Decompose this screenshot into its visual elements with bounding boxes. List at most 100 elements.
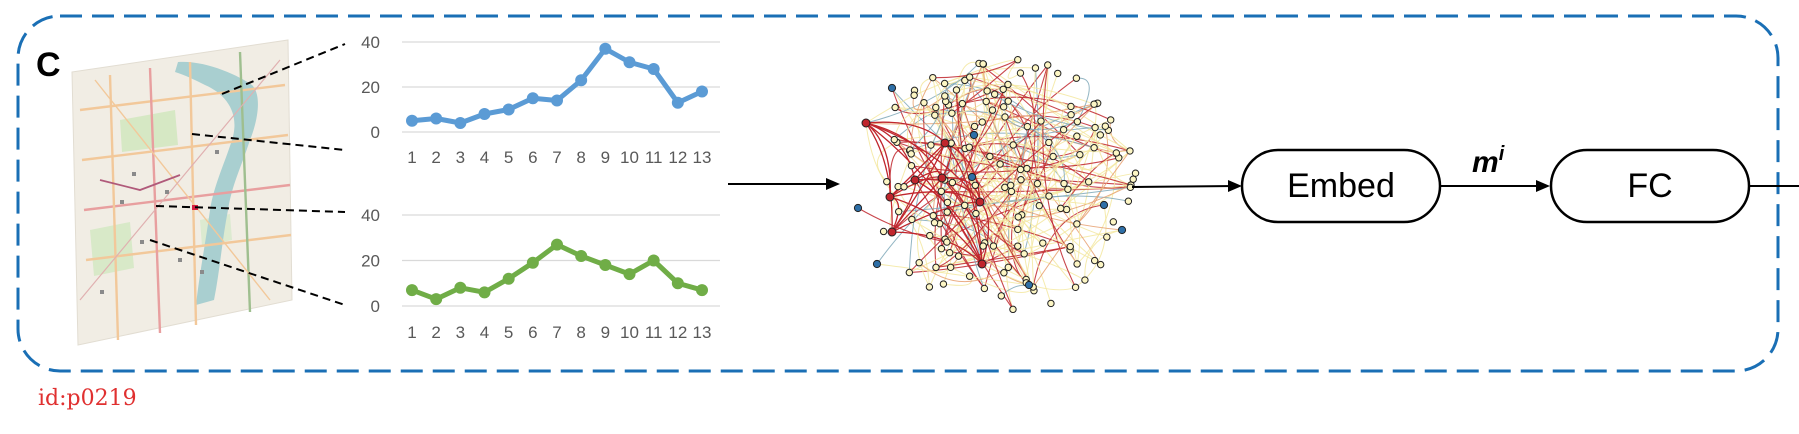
- network-node: [940, 79, 949, 88]
- x-tick-label: 8: [576, 148, 585, 167]
- x-tick-label: 9: [601, 323, 610, 342]
- data-point: [623, 56, 636, 69]
- x-tick-label: 6: [528, 323, 537, 342]
- x-tick-label: 2: [431, 323, 440, 342]
- network-node: [941, 92, 949, 100]
- network-edge: [865, 122, 981, 203]
- data-point: [551, 238, 563, 251]
- x-tick-label: 5: [504, 323, 513, 342]
- network-edge: [1017, 129, 1109, 218]
- network-node: [1004, 97, 1012, 105]
- network-edge: [932, 59, 1019, 79]
- network-node: [1004, 80, 1012, 89]
- network-node: [965, 272, 974, 280]
- network-node: [999, 103, 1008, 111]
- network-node: [1067, 102, 1075, 111]
- network-node: [932, 263, 940, 272]
- network-node: [1084, 178, 1093, 186]
- network-node: [960, 201, 969, 210]
- data-point: [671, 277, 684, 290]
- network-node: [1126, 147, 1134, 155]
- data-point: [647, 63, 660, 75]
- figure-id-label: id:p0219: [38, 386, 137, 411]
- network-node: [1045, 138, 1053, 147]
- network-edge: [908, 80, 966, 273]
- x-tick-label: 7: [552, 148, 561, 167]
- network-node: [1112, 149, 1121, 157]
- network-node: [853, 203, 863, 213]
- network-node: [890, 135, 898, 144]
- network-node: [943, 238, 951, 246]
- network-edge: [982, 125, 1106, 247]
- network-node: [1014, 242, 1022, 250]
- network-edge: [889, 196, 930, 287]
- embed-label: Embed: [1287, 167, 1395, 205]
- x-tick-label: 9: [601, 148, 610, 167]
- network-node: [939, 280, 948, 288]
- network-node: [958, 99, 967, 108]
- network-edge: [944, 179, 1027, 284]
- network-node: [965, 143, 973, 151]
- network-node: [931, 111, 939, 119]
- network-edge: [923, 102, 985, 289]
- network-node: [975, 197, 985, 207]
- network-edge: [1013, 144, 1065, 184]
- network-edge: [865, 122, 935, 224]
- network-edge: [981, 263, 1076, 291]
- network-node: [1045, 192, 1053, 200]
- network-node: [989, 242, 998, 250]
- panel-label: C: [36, 46, 61, 84]
- network-node: [1071, 283, 1080, 291]
- network-edge: [932, 63, 984, 216]
- network-edge: [1017, 64, 1049, 247]
- network-node: [999, 85, 1007, 93]
- network-node: [932, 103, 940, 112]
- arrow-embed-to-fc: [1440, 180, 1550, 192]
- network-node: [1049, 152, 1057, 161]
- data-point: [526, 92, 539, 105]
- network-node: [1129, 175, 1137, 183]
- network-edge: [865, 63, 980, 124]
- embedding-vector-label: mi: [1472, 143, 1505, 179]
- network-node: [1023, 122, 1032, 131]
- network-edge: [876, 263, 1030, 286]
- network-edge: [941, 154, 1081, 249]
- network-edge: [895, 106, 1117, 154]
- network-node: [937, 173, 947, 183]
- network-edge: [985, 90, 994, 247]
- network-edge: [946, 76, 978, 243]
- y-tick-label: 20: [361, 78, 380, 97]
- data-point: [599, 259, 612, 272]
- network-node: [1109, 218, 1118, 226]
- network-node: [997, 292, 1006, 300]
- network-edge: [1042, 64, 1077, 288]
- network-node: [1124, 197, 1133, 205]
- network-edge: [914, 179, 983, 265]
- data-point: [671, 96, 684, 109]
- network-node: [907, 161, 916, 170]
- network-node: [1073, 117, 1082, 126]
- network-node: [1023, 164, 1031, 173]
- fc-label: FC: [1627, 167, 1672, 205]
- data-point: [696, 85, 708, 98]
- network-edge: [911, 154, 1081, 173]
- network-node: [929, 73, 937, 82]
- y-tick-label: 40: [361, 206, 380, 225]
- network-edge: [1027, 126, 1065, 184]
- network-node: [1017, 176, 1025, 184]
- network-node: [920, 98, 928, 107]
- network-node: [1107, 116, 1115, 124]
- network-edge: [1007, 59, 1021, 79]
- network-edge: [932, 77, 966, 206]
- data-point: [454, 281, 467, 294]
- data-point: [575, 74, 588, 87]
- network-node: [982, 97, 990, 106]
- network-node: [927, 141, 935, 149]
- network-node: [943, 208, 951, 216]
- network-edge: [1012, 127, 1096, 146]
- network-node: [965, 73, 974, 81]
- network-edge: [935, 246, 1071, 268]
- network-edge: [1003, 88, 1131, 152]
- network-node: [908, 215, 916, 224]
